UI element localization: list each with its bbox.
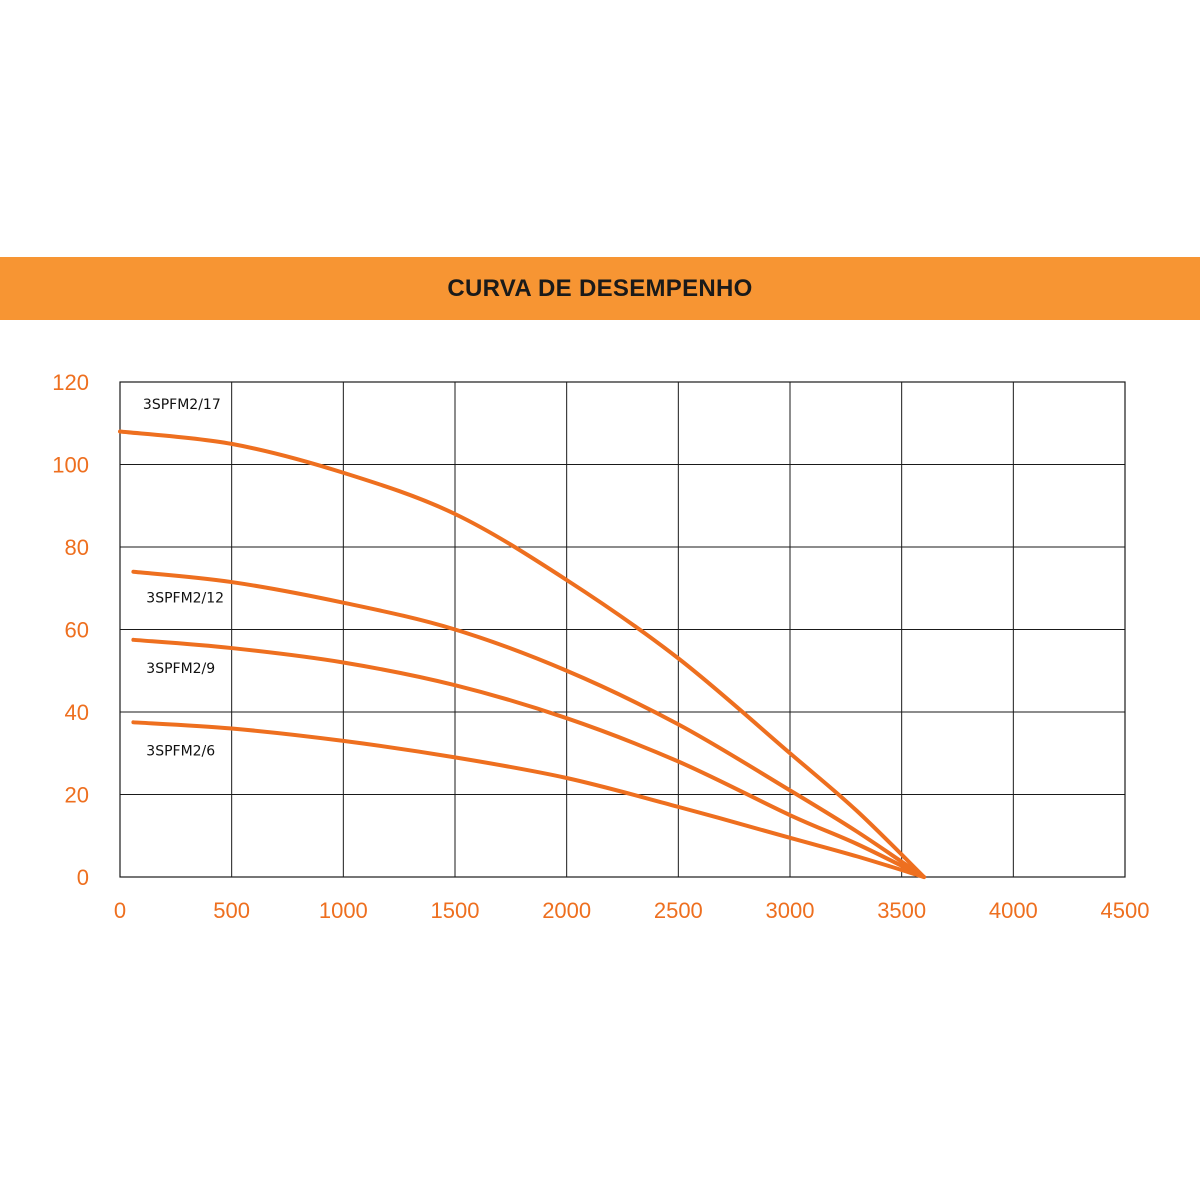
series-lines (118, 429, 926, 879)
series-label: 3SPFM2/9 (146, 661, 215, 677)
x-tick-label: 1500 (431, 898, 480, 923)
series-labels: 3SPFM2/17 3SPFM2/12 3SPFM2/9 3SPFM2/6 (143, 397, 224, 760)
y-tick-label: 100 (52, 453, 89, 478)
title-banner: CURVA DE DESEMPENHO (0, 257, 1200, 320)
series-line (131, 637, 926, 879)
y-tick-label: 80 (65, 535, 89, 560)
series-line (131, 569, 926, 879)
y-tick-label: 40 (65, 700, 89, 725)
y-tick-label: 20 (65, 783, 89, 808)
chart-title: CURVA DE DESEMPENHO (447, 274, 753, 302)
x-tick-label: 4000 (989, 898, 1038, 923)
y-tick-label: 60 (65, 618, 89, 643)
series-label: 3SPFM2/6 (146, 743, 215, 759)
series-line (118, 429, 926, 879)
x-tick-label: 3500 (877, 898, 926, 923)
x-tick-label: 3000 (766, 898, 815, 923)
y-tick-label: 120 (52, 370, 89, 395)
grid (119, 381, 1126, 878)
x-tick-label: 2500 (654, 898, 703, 923)
x-tick-label: 500 (213, 898, 250, 923)
y-tick-label: 0 (77, 865, 89, 890)
x-tick-label: 1000 (319, 898, 368, 923)
y-axis-ticks: 0 20 40 60 80 100 120 (52, 370, 89, 890)
series-label: 3SPFM2/12 (146, 591, 224, 607)
x-axis-ticks: 0 500 1000 1500 2000 2500 3000 3500 4000 4500 (114, 898, 1150, 923)
x-tick-label: 2000 (542, 898, 591, 923)
x-tick-label: 0 (114, 898, 126, 923)
series-label: 3SPFM2/17 (143, 397, 221, 413)
series-line (131, 720, 926, 879)
x-tick-label: 4500 (1101, 898, 1150, 923)
